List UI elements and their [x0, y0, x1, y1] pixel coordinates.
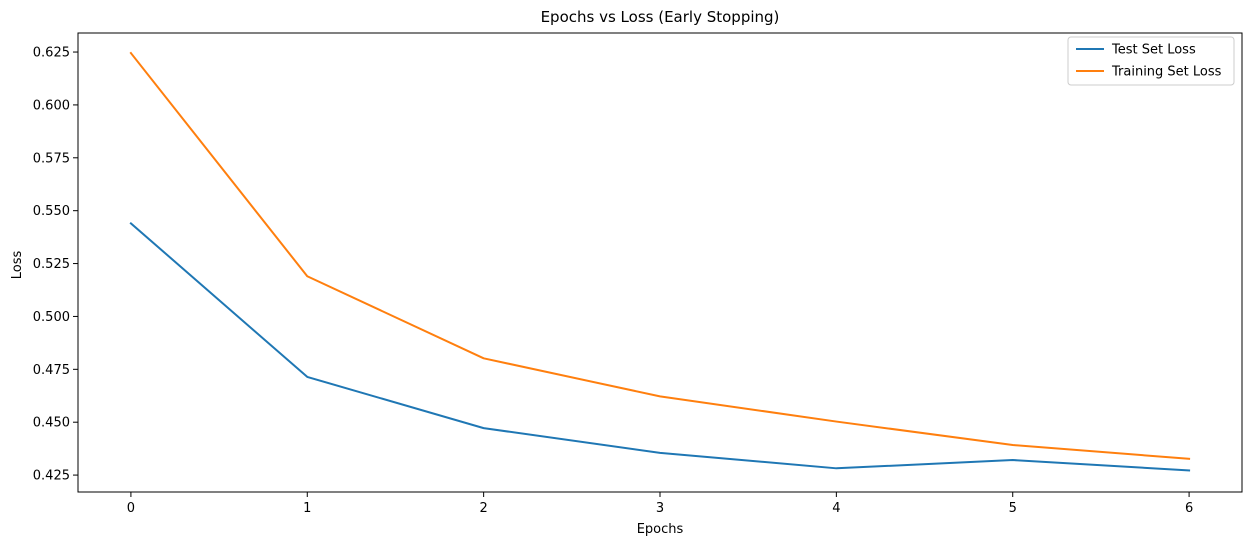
x-tick-label: 1: [303, 501, 311, 516]
chart-title: Epochs vs Loss (Early Stopping): [541, 8, 780, 26]
x-tick-label: 5: [1009, 501, 1017, 516]
y-tick-label: 0.575: [33, 151, 70, 166]
legend-box: [1067, 36, 1235, 86]
y-tick-label: 0.500: [33, 310, 70, 325]
series-lines: [129, 51, 1191, 472]
series-line-1: [129, 51, 1191, 460]
y-tick-label: 0.550: [33, 204, 70, 219]
x-axis-label: Epochs: [637, 522, 684, 537]
x-tick-label: 0: [127, 501, 135, 516]
legend-label-0: Test Set Loss: [1111, 43, 1196, 58]
legend-label-1: Training Set Loss: [1111, 65, 1222, 80]
y-axis-label: Loss: [10, 251, 25, 280]
y-tick-label: 0.475: [33, 363, 70, 378]
series-line-0: [129, 221, 1191, 472]
ticks: 0 1 2 3 4 5 6 0.425 0.450 0.475 0.500 0.525 0.550 0.5…: [33, 46, 1193, 516]
y-tick-label: 0.600: [33, 98, 70, 113]
y-tick-label: 0.625: [33, 46, 70, 61]
y-tick-label: 0.450: [33, 416, 70, 431]
x-tick-label: 6: [1185, 501, 1193, 516]
y-tick-label: 0.525: [33, 257, 70, 272]
y-tick-label: 0.425: [33, 469, 70, 484]
x-tick-label: 4: [832, 501, 840, 516]
x-tick-label: 3: [656, 501, 664, 516]
legend: Test Set Loss Training Set Loss: [1067, 36, 1235, 86]
x-tick-label: 2: [479, 501, 487, 516]
